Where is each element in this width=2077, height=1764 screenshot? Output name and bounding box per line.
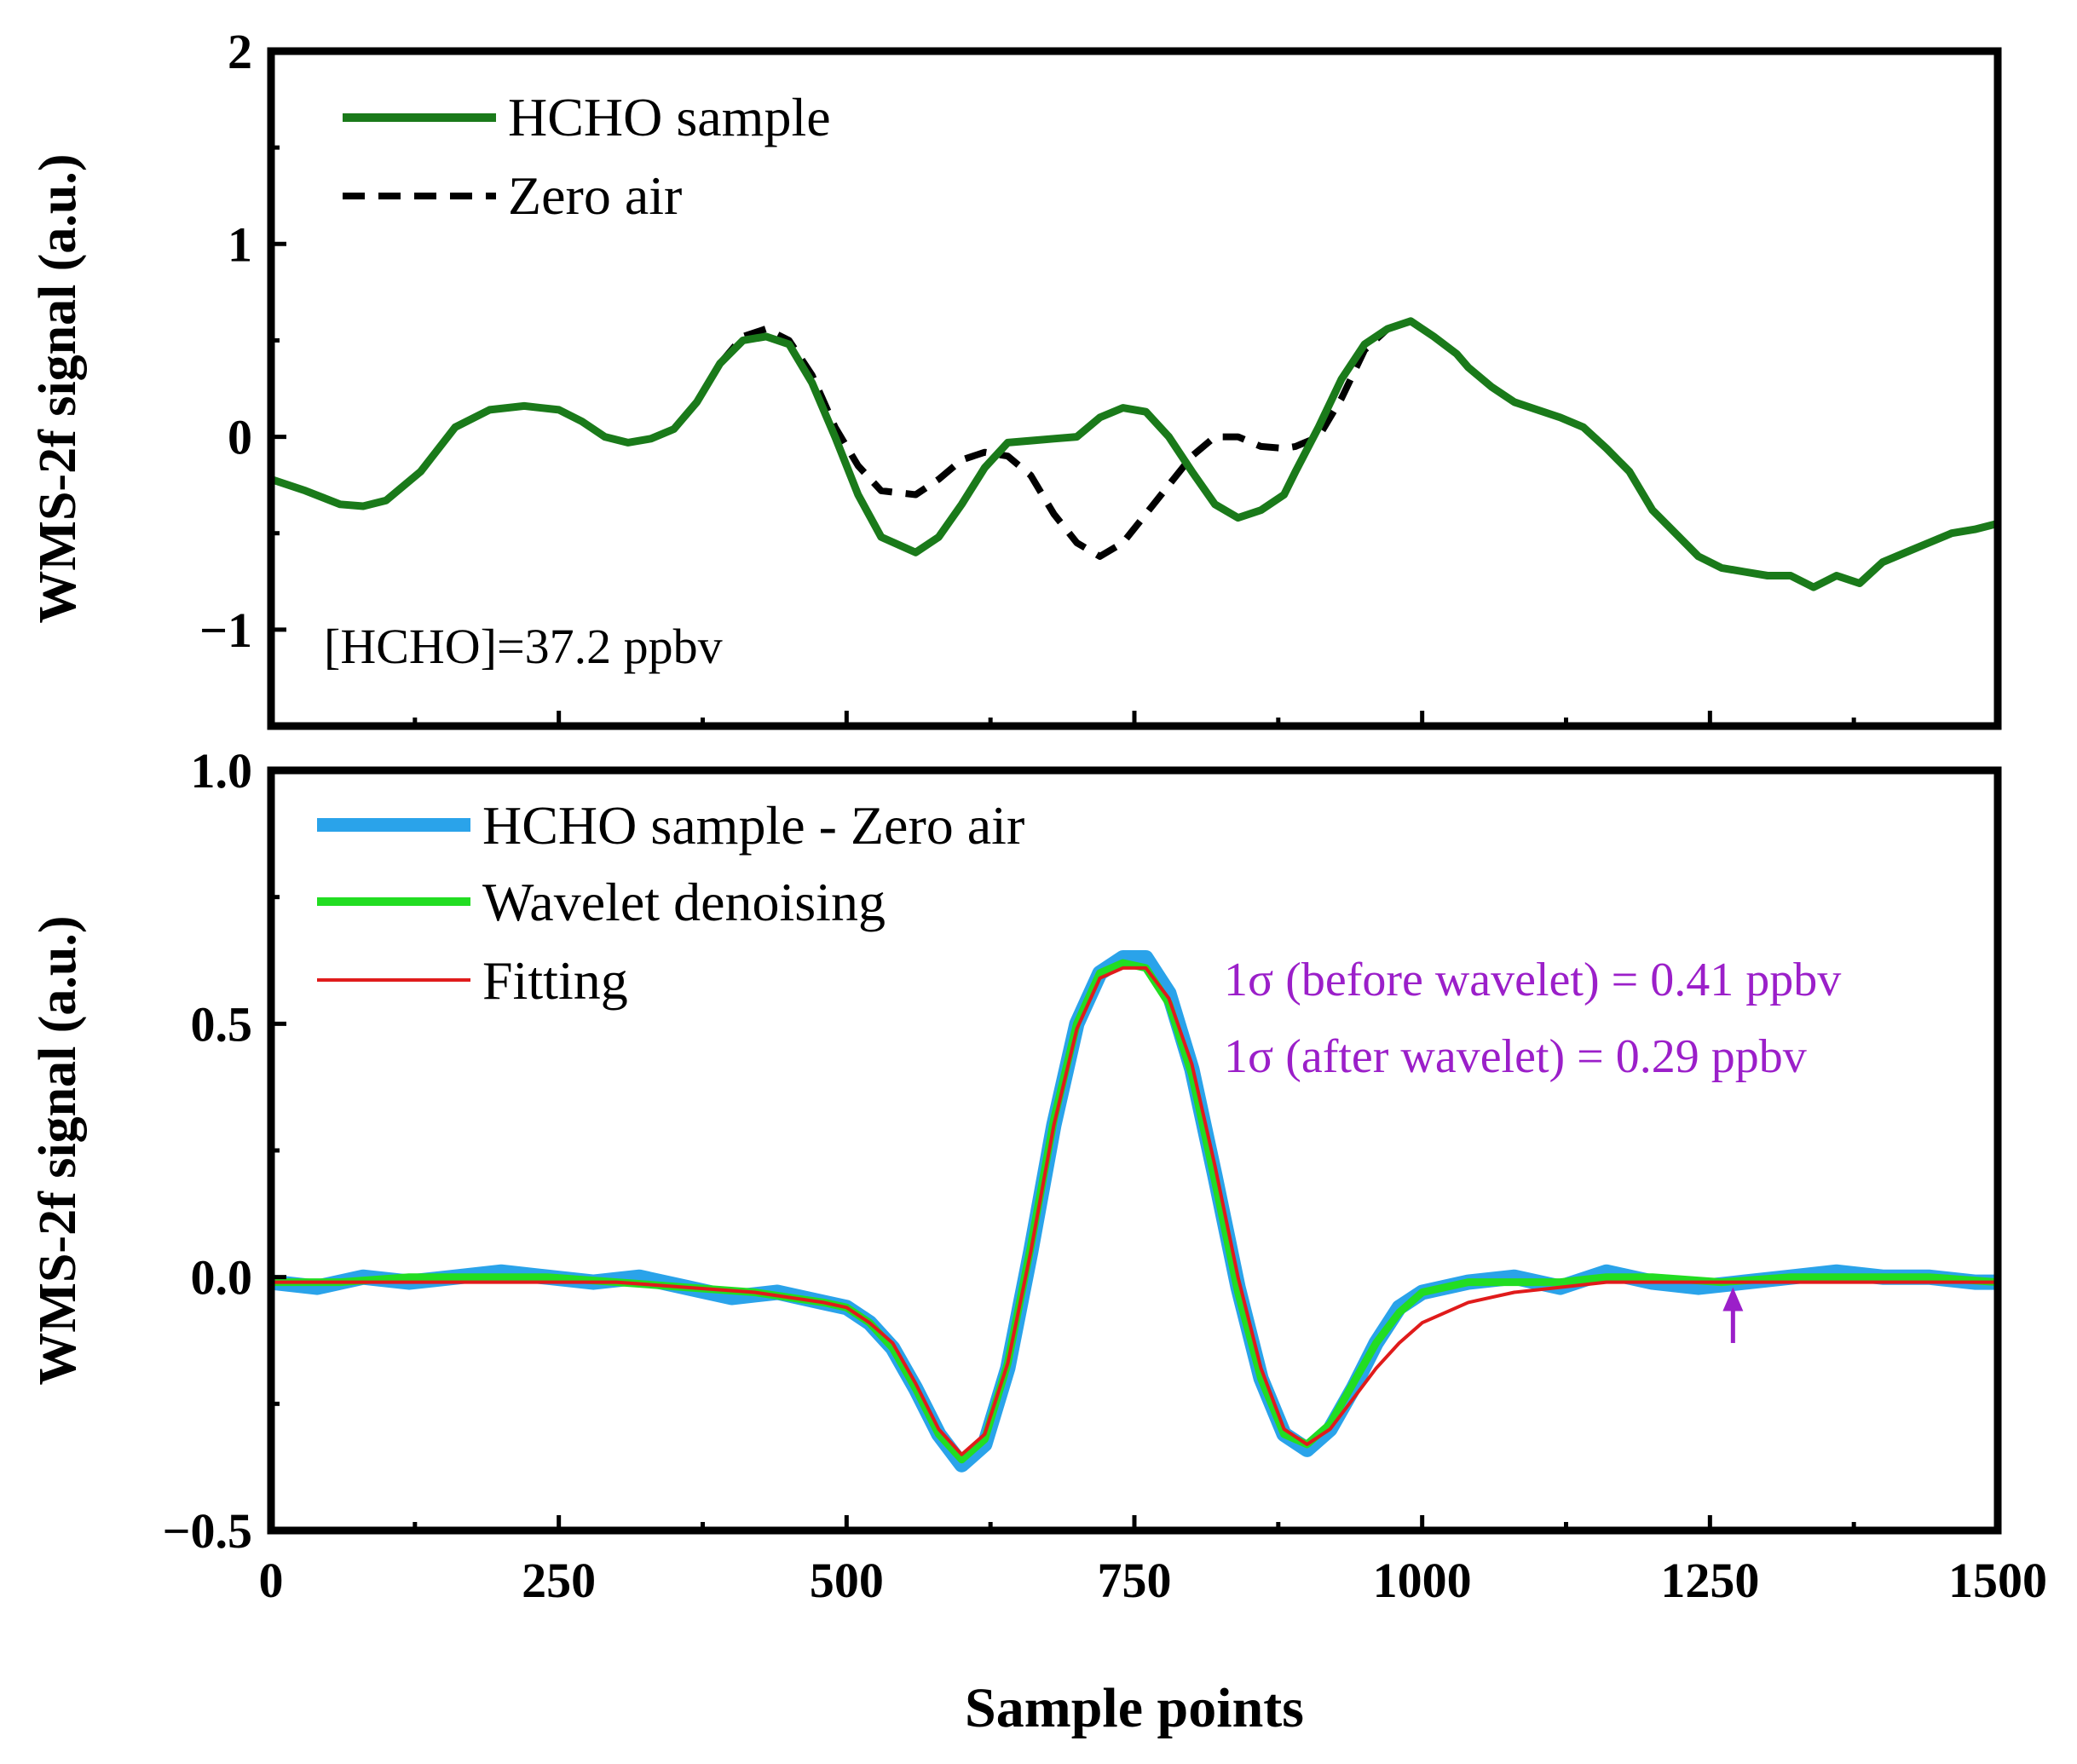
series-fitting-line — [271, 966, 1998, 1456]
bottom-series-group — [271, 950, 1998, 1473]
legend-zero-air-label: Zero air — [508, 165, 682, 226]
bottom-y-tick-label: 0.0 — [191, 1250, 253, 1306]
top-y-axis-title: WMS-2f signal (a.u.) — [29, 153, 87, 623]
top-y-tick-label: 0 — [228, 410, 252, 465]
series-zero-air-line — [271, 317, 1998, 591]
concentration-label: [HCHO]=37.2 ppbv — [324, 619, 723, 674]
arrow-head — [1722, 1287, 1744, 1311]
top-legend: HCHO sample Zero air — [343, 87, 831, 226]
top-series-group — [271, 317, 1998, 591]
bottom-legend: HCHO sample - Zero air Wavelet denoising… — [317, 795, 1024, 1011]
bottom-y-axis-title: WMS-2f signal (a.u.) — [29, 915, 87, 1385]
bottom-x-tick-label: 250 — [522, 1553, 596, 1608]
top-panel: −1 0 1 2 WMS-2f signal (a.u.) HCHO sample Z… — [29, 24, 2002, 730]
legend-difference-label: HCHO sample - Zero air — [482, 795, 1024, 856]
legend-fitting-label: Fitting — [482, 950, 628, 1011]
bottom-x-tick-label: 1000 — [1373, 1553, 1472, 1608]
bottom-ticks — [268, 768, 2000, 1533]
bottom-y-tick-label: −0.5 — [162, 1503, 252, 1559]
top-ytick-labels: −1 0 1 2 — [199, 24, 252, 658]
top-y-tick-label: −1 — [199, 602, 252, 658]
bottom-x-tick-label: 500 — [810, 1553, 884, 1608]
bottom-panel: −0.5 0.0 0.5 1.0 0 250 500 750 1000 1250 1500 WMS… — [29, 743, 2047, 1739]
sigma-before-annotation: 1σ (before wavelet) = 0.41 ppbv — [1224, 954, 1841, 1006]
top-ticks — [268, 49, 2000, 726]
bottom-x-tick-label: 0 — [259, 1553, 284, 1608]
bottom-x-tick-label: 1500 — [1948, 1553, 2047, 1608]
top-y-tick-label: 2 — [228, 24, 252, 79]
annotation-arrow — [1722, 1287, 1744, 1343]
sigma-after-annotation: 1σ (after wavelet) = 0.29 ppbv — [1224, 1030, 1807, 1083]
top-y-tick-label: 1 — [228, 216, 252, 272]
bottom-y-tick-label: 0.5 — [191, 996, 253, 1052]
series-hcho-sample-line — [271, 317, 1998, 591]
bottom-y-tick-label: 1.0 — [191, 743, 253, 798]
bottom-ytick-labels: −0.5 0.0 0.5 1.0 — [162, 743, 252, 1559]
x-axis-title: Sample points — [965, 1677, 1304, 1739]
legend-hcho-sample-label: HCHO sample — [508, 87, 831, 147]
bottom-xtick-labels: 0 250 500 750 1000 1250 1500 — [259, 1553, 2048, 1608]
legend-wavelet-label: Wavelet denoising — [482, 872, 886, 932]
bottom-x-tick-label: 1250 — [1660, 1553, 1759, 1608]
bottom-x-tick-label: 750 — [1098, 1553, 1172, 1608]
